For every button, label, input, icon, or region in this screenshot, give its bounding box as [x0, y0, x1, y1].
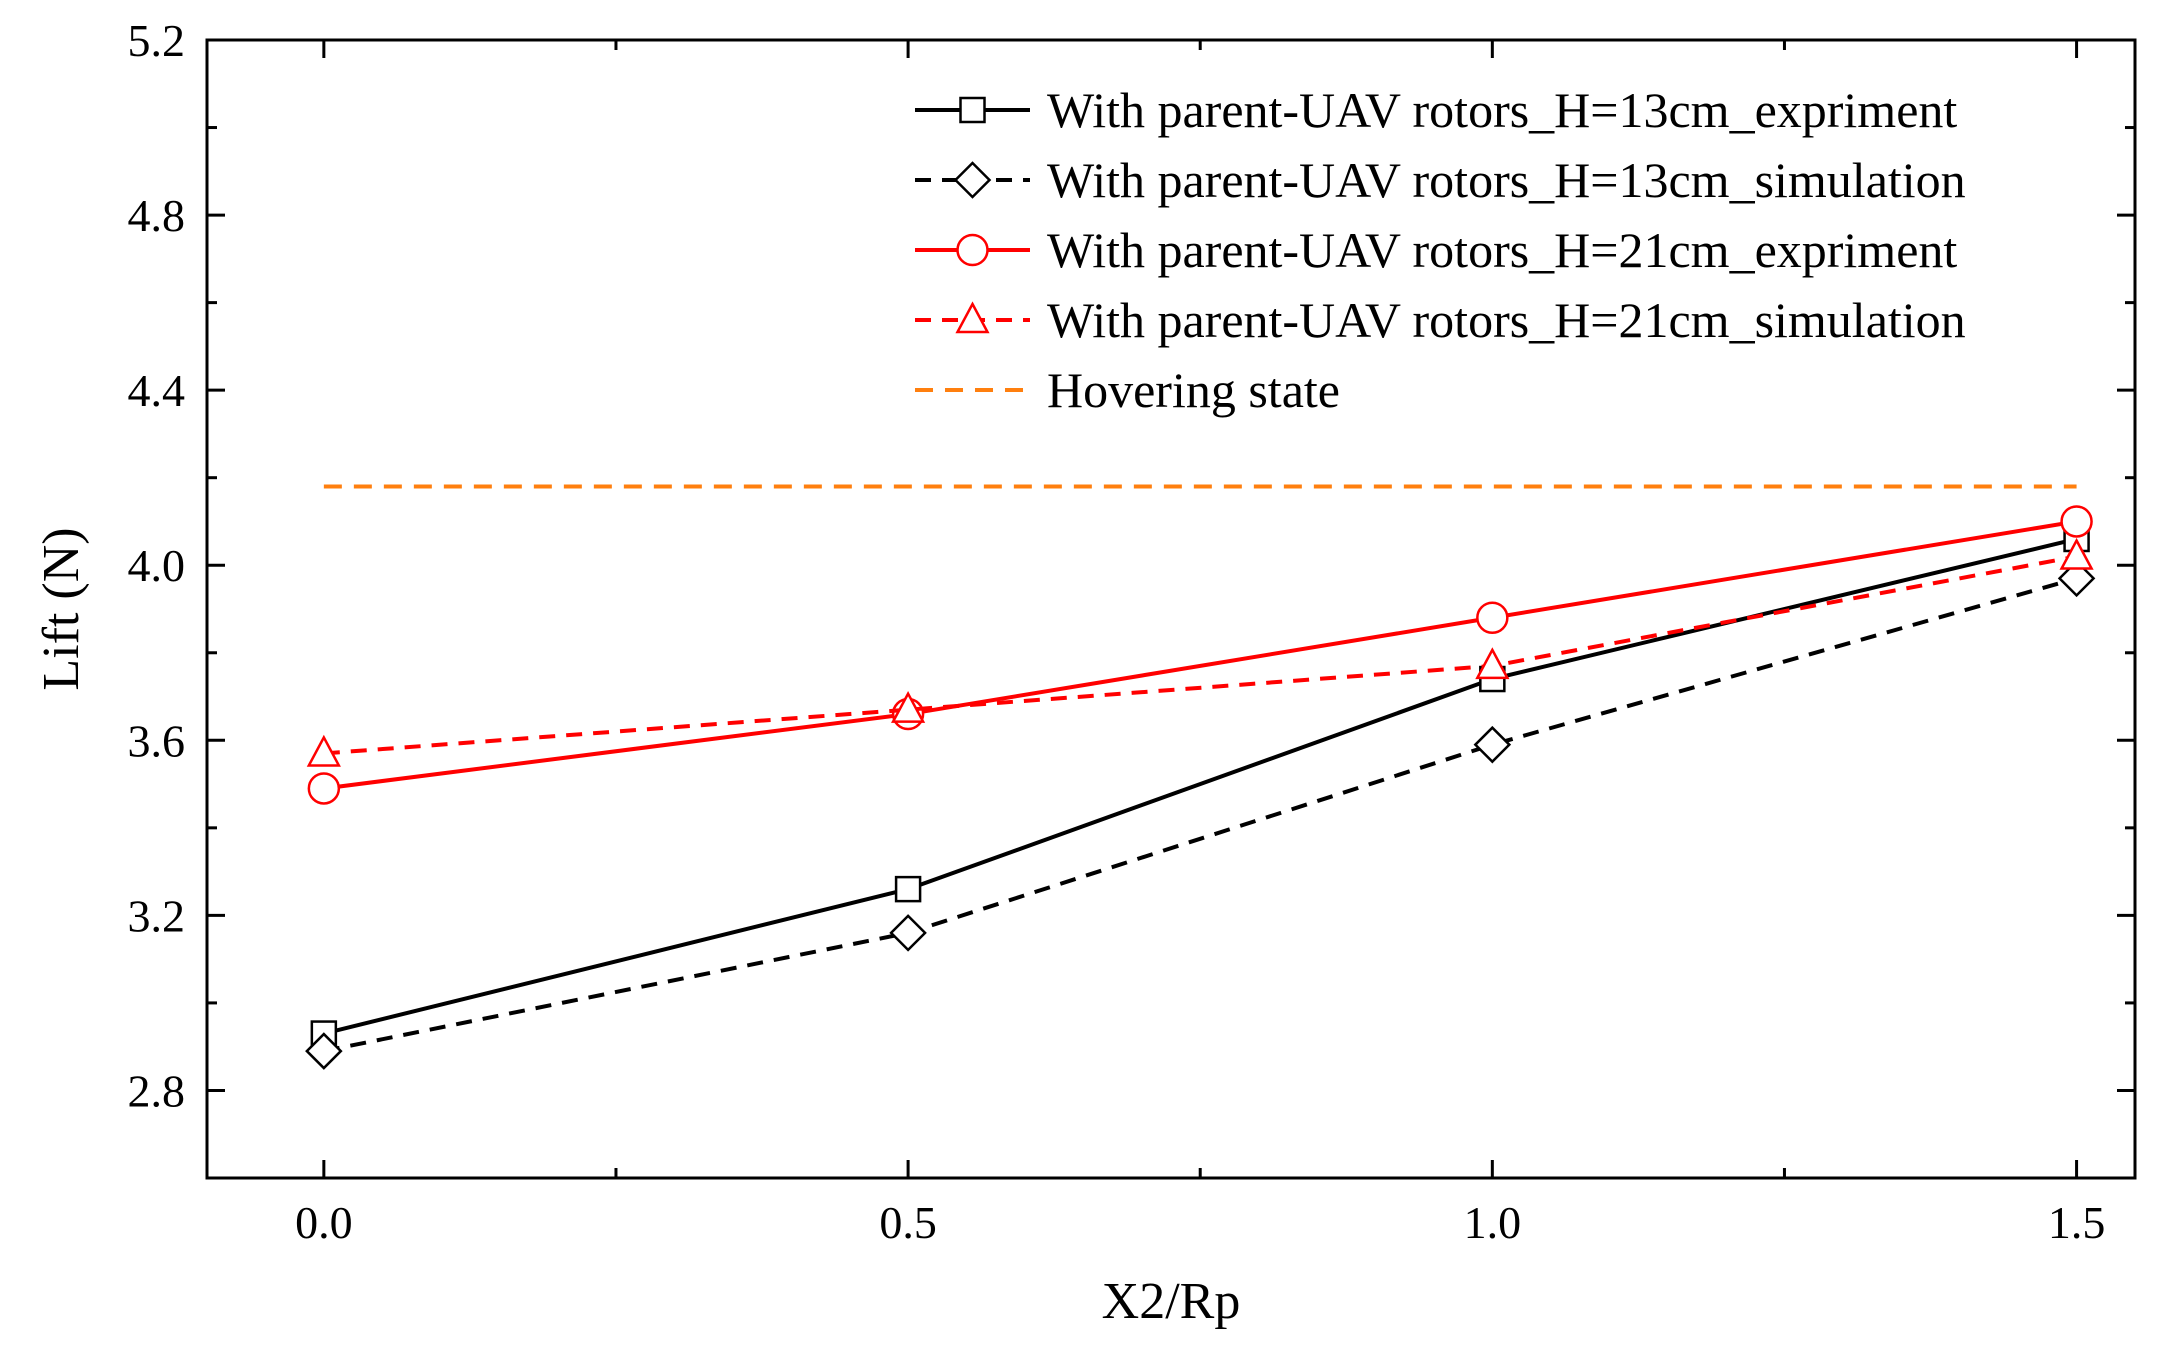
x-tick-label: 1.5 — [2048, 1197, 2106, 1248]
y-tick-label: 4.4 — [128, 365, 186, 416]
ticks-layer: 2.8 3.2 3.6 4.0 4.4 4.8 5.2 0.0 0.5 1.0 1.5 — [128, 15, 2135, 1248]
series-3-point — [307, 772, 341, 805]
y-tick-label: 3.2 — [128, 890, 186, 941]
legend-label-4: With parent-UAV rotors_H=21cm_simulation — [1047, 292, 1966, 348]
legend-label-hovering: Hovering state — [1047, 362, 1340, 418]
legend-label-2: With parent-UAV rotors_H=13cm_simulation — [1047, 152, 1966, 208]
plot-frame — [205, 38, 2137, 1180]
x-axis-title: X2/Rp — [1102, 1273, 1241, 1330]
series-2-point — [2057, 559, 2096, 598]
x-tick-label: 1.0 — [1464, 1197, 1522, 1248]
series-2-point — [889, 914, 927, 952]
legend: With parent-UAV rotors_H=13cm_expriment W… — [915, 82, 1966, 418]
series-line-4 — [323, 554, 2077, 756]
series-line-1 — [323, 537, 2078, 1036]
series-3-point — [2060, 505, 2093, 538]
y-tick-label: 3.6 — [128, 715, 186, 766]
x-tick-label: 0.5 — [879, 1197, 937, 1248]
series-2-point — [305, 1032, 343, 1070]
series-2-point — [1473, 725, 1512, 764]
data-layer — [305, 484, 2096, 1070]
legend-label-1: With parent-UAV rotors_H=13cm_expriment — [1047, 82, 1957, 138]
series-1-point — [894, 875, 922, 903]
series-line-2 — [323, 576, 2078, 1054]
series-4-point — [2059, 537, 2094, 570]
x-tick-label: 0.0 — [295, 1197, 353, 1248]
series-line-3 — [323, 519, 2077, 791]
y-tick-label: 5.2 — [128, 15, 186, 66]
series-4-point — [1475, 647, 1510, 680]
series-4-point — [891, 691, 926, 723]
y-tick-label: 2.8 — [128, 1065, 186, 1116]
legend-label-3: With parent-UAV rotors_H=21cm_expriment — [1047, 222, 1957, 278]
legend-marker-2 — [953, 161, 992, 199]
series-4-point — [306, 734, 341, 767]
legend-marker-3 — [956, 233, 989, 267]
series-3-point — [1476, 601, 1509, 635]
y-tick-label: 4.8 — [128, 190, 186, 241]
y-axis-title: Lift (N) — [33, 527, 90, 690]
y-tick-label: 4.0 — [128, 540, 186, 591]
legend-marker-4 — [955, 301, 990, 334]
legend-marker-1 — [959, 96, 986, 124]
